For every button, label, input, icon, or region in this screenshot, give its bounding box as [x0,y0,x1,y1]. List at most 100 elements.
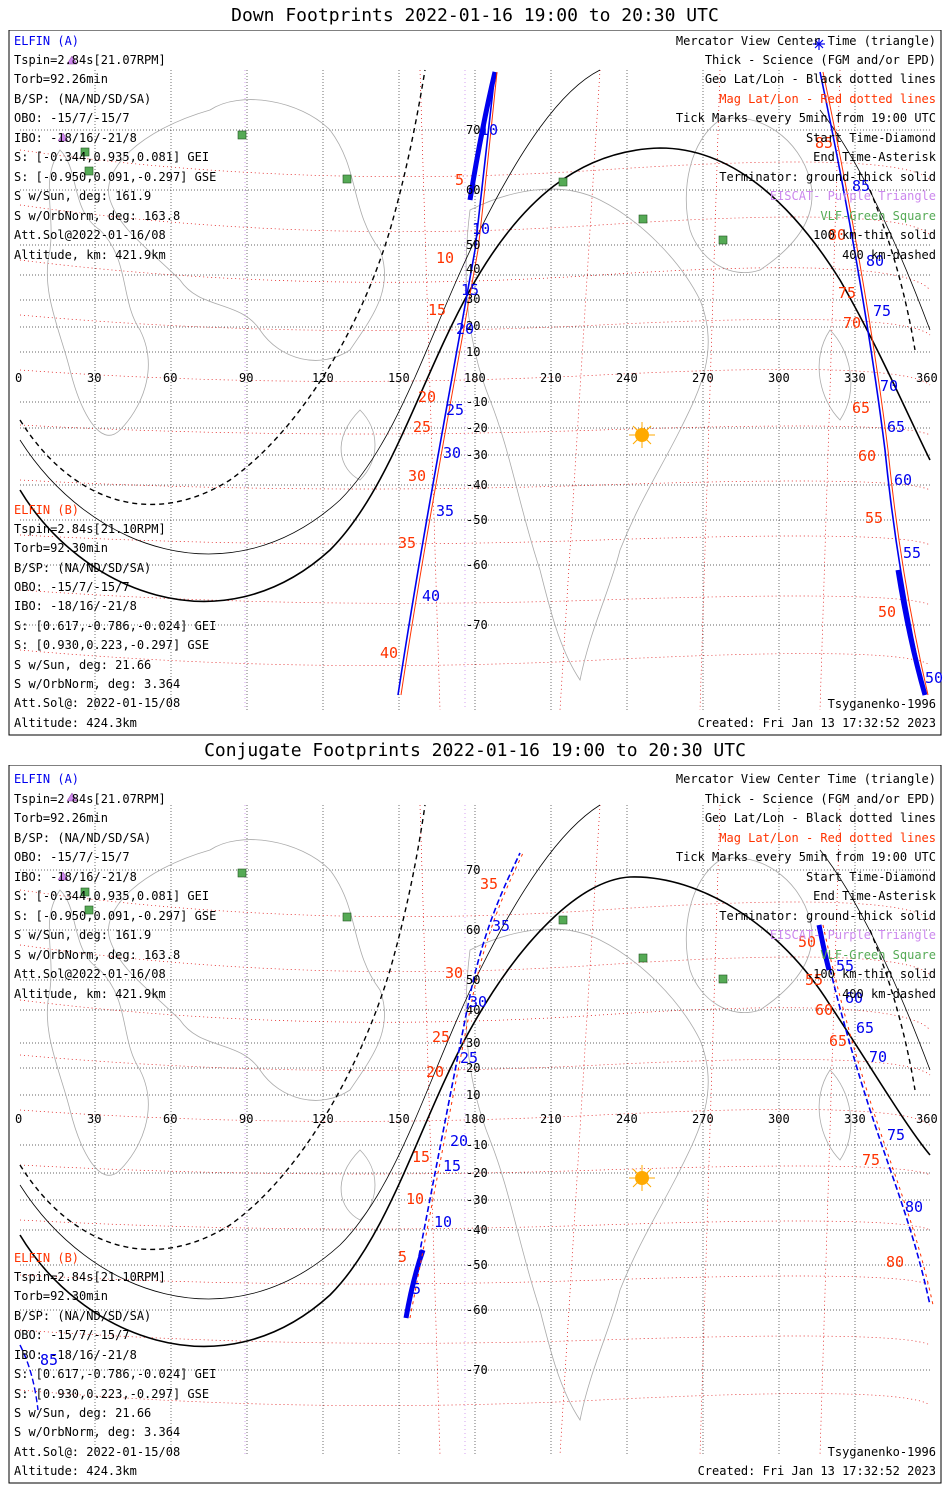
info-line: Torb=92.30min [14,541,108,555]
track-a-tick-label: 15 [443,1157,461,1175]
track-b-tick-label: 35 [480,875,498,893]
panel-2-track-b-ticks: 35 30 25 20 15 10 5 [398,875,498,1266]
track-b-tick-label: 30 [445,964,463,982]
info-line: Tspin=2.84s[21.10RPM] [14,522,166,536]
lat-label: 20 [466,319,480,333]
legend-line: Mag Lat/Lon - Red dotted lines [719,92,936,106]
panel-2-track-a-west [406,852,521,1319]
info-line: B/SP: (NA/ND/SD/SA) [14,561,151,575]
lon-label: 150 [388,371,410,385]
lat-label: -10 [466,395,488,409]
panel-2-track-a-east-ticks: 55 60 65 70 75 80 85 [40,957,923,1369]
track-a-tick-label: 75 [887,1126,905,1144]
info-line: Torb=92.26min [14,72,108,86]
lon-label: 180 [464,1112,486,1126]
legend-line: EISCAT- Purple Triangle [770,189,936,203]
track-b-tick-label: 80 [886,1253,904,1271]
track-a-tick-label: 35 [436,502,454,520]
lon-label: 330 [844,1112,866,1126]
legend-line: Mag Lat/Lon - Red dotted lines [719,831,936,845]
info-line: OBO: -15/7/-15/7 [14,850,130,864]
track-a-tick-label: 15 [461,281,479,299]
legend-line: 400 km-dashed [842,987,936,1001]
track-a-tick-label: 70 [880,377,898,395]
lat-label: 70 [466,863,480,877]
legend-line: End Time-Asterisk [813,150,937,164]
info-line: IBO: -18/16/-21/8 [14,1348,137,1362]
track-b-tick-label: 10 [406,1190,424,1208]
info-line: S: [0.617,-0.786,-0.024] GEI [14,1367,216,1381]
elfin-b-label: ELFIN (B) [14,503,79,517]
model-label: Tsyganenko-1996 [828,697,936,711]
track-b-tick-label: 20 [418,388,436,406]
info-line: Att.Sol@: 2022-01-15/08 [14,696,180,710]
panel-2-lat-labels: 70 60 50 40 30 20 10 -10 -20 -30 -40 -50… [466,863,488,1377]
lat-label: -20 [466,421,488,435]
lon-label: 120 [312,371,334,385]
panel-1-title: Down Footprints 2022-01-16 19:00 to 20:3… [231,5,719,26]
lat-label: -30 [466,448,488,462]
lon-label: 90 [239,1112,253,1126]
lat-label: -40 [466,1223,488,1237]
panel-2-eiscat-markers [57,792,78,881]
info-line: S w/Sun, deg: 161.9 [14,928,151,942]
track-b-tick-label: 10 [436,249,454,267]
track-b-tick-label: 60 [815,1001,833,1019]
info-line: Tspin=2.84s[21.07RPM] [14,53,166,67]
panel-1-end-asterisk-icon [813,38,825,50]
lat-label: -10 [466,1138,488,1152]
track-b-tick-label: 20 [426,1063,444,1081]
track-a-tick-label: 80 [866,252,884,270]
legend-line: EISCAT- Purple Triangle [770,928,936,942]
info-line: IBO: -18/16/-21/8 [14,870,137,884]
panel-2-lon-labels: 0 30 60 90 120 150 180 210 240 270 300 3… [15,1112,938,1126]
track-b-tick-label: 85 [815,134,833,152]
track-b-tick-label: 75 [862,1151,880,1169]
track-a-tick-label: 25 [460,1049,478,1067]
lon-label: 150 [388,1112,410,1126]
track-b-tick-label: 75 [838,284,856,302]
legend-line: Geo Lat/Lon - Black dotted lines [705,72,936,86]
lat-label: -20 [466,1166,488,1180]
panel-2-terminator-100km [19,804,601,1300]
panel-1-track-a-ticks: 10 15 20 25 30 35 40 10 [422,121,498,605]
info-line: Altitude: 424.3km [14,716,137,730]
panel-2-vlf-stations [80,868,728,984]
lon-label: 30 [87,371,101,385]
legend-line: Terminator: ground-thick solid [719,170,936,184]
legend-line: 100 km-thin solid [813,228,936,242]
info-line: Att.Sol@2022-01-16/08 [14,228,166,242]
info-line: S: [0.930,0.223,-0.297] GSE [14,638,209,652]
panel-2-track-a-ticks: 35 30 25 20 15 10 5 [412,917,510,1298]
track-b-tick-label: 55 [865,509,883,527]
track-b-tick-label: 65 [829,1032,847,1050]
lon-label: 270 [692,1112,714,1126]
panel-2-legend: Mercator View Center Time (triangle) Thi… [676,772,937,1478]
lat-label: 30 [466,292,480,306]
info-line: S: [0.930,0.223,-0.297] GSE [14,1387,209,1401]
panel-2-track-a-east [819,924,931,1306]
track-a-tick-label: 50 [925,669,943,687]
info-line: S: [-0.344,0.935,0.081] GEI [14,889,209,903]
panel-1-vlf-stations [80,130,728,245]
legend-line: VLF-Green Square [820,948,936,962]
lat-label: -60 [466,1303,488,1317]
panel-1-track-a-east-science [895,569,928,696]
panel-2-track-a-east-science [816,924,832,971]
info-line: S w/Sun, deg: 21.66 [14,1406,151,1420]
panel-1-legend: Mercator View Center Time (triangle) Thi… [676,34,937,730]
track-b-tick-label: 80 [828,226,846,244]
track-a-tick-label: 10 [434,1213,452,1231]
legend-line: End Time-Asterisk [813,889,937,903]
lon-label: 120 [312,1112,334,1126]
panel-2-purple-lines [244,805,466,1455]
lon-label: 240 [616,1112,638,1126]
info-line: OBO: -15/7/-15/7 [14,1328,130,1342]
panel-1-elfin-a-info: ELFIN (A) Tspin=2.84s[21.07RPM] Torb=92.… [14,34,216,262]
lon-label: 240 [616,371,638,385]
panel-2-terminator-100km-east [819,849,931,1071]
info-line: B/SP: (NA/ND/SD/SA) [14,831,151,845]
track-b-tick-label: 15 [412,1148,430,1166]
lat-label: -60 [466,558,488,572]
legend-line: Mercator View Center Time (triangle) [676,34,936,48]
